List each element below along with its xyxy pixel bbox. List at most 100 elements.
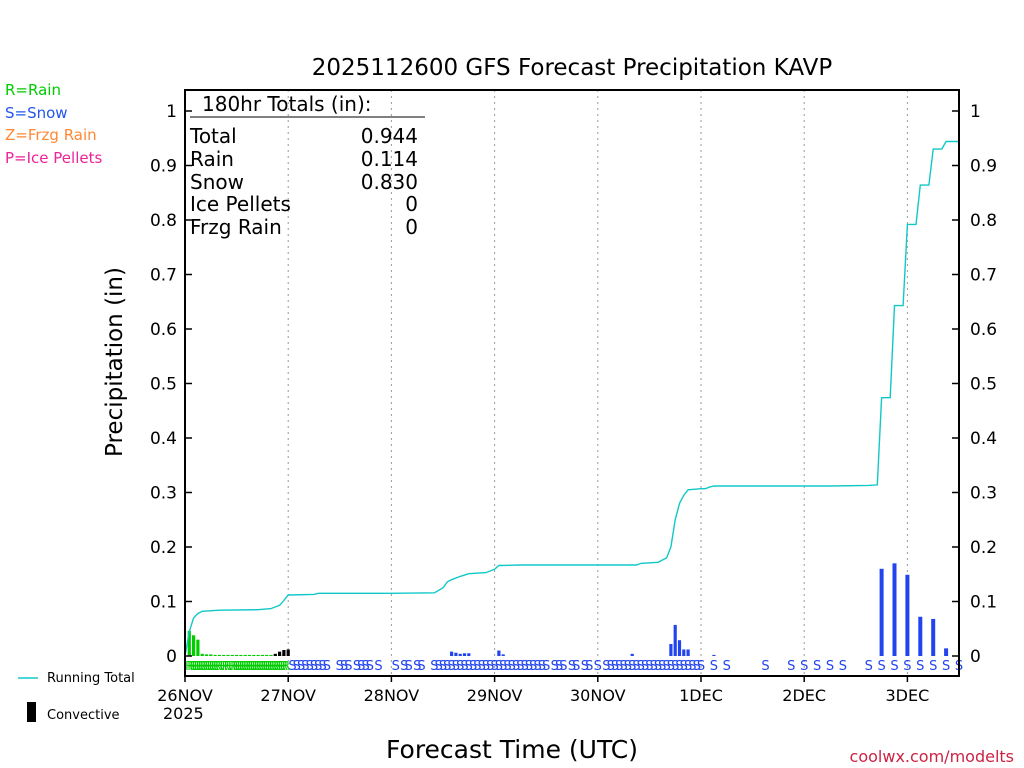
snow-marker: S [344,659,352,674]
rain-marker: R [215,659,223,673]
precip-bar [230,654,234,656]
rain-marker: R [196,659,204,673]
y-tick-label-right: 0.1 [970,593,997,613]
legend-frzg-rain: Z=Frzg Rain [5,126,97,144]
precip-bar [196,639,200,656]
snow-marker: S [667,659,675,674]
bottom-legend: Running Total Convective [18,671,135,723]
snow-marker: S [435,659,443,674]
legend-rain: R=Rain [5,81,61,99]
rain-marker: R [198,659,206,673]
snow-marker: S [512,659,520,674]
rain-marker: R [192,659,200,673]
x-tick-label: 30NOV [570,686,626,705]
snow-marker: S [615,659,623,674]
snow-marker: S [568,659,576,674]
precip-bar [200,653,204,656]
rain-marker: R [243,659,251,673]
precip-bar [918,616,923,656]
snow-marker: S [521,659,529,674]
y-tick-label-right: 1 [970,102,981,122]
totals-box: 180hr Totals (in): Total 0.944 Rain 0.11… [189,92,425,239]
y-tick-label-left: 0.8 [150,211,177,231]
snow-marker: S [306,659,314,674]
rain-marker: R [235,659,243,673]
ptype-markers: RRRRRRRRRRRRRRRRRRRRRRRRRRRRRRRRRRRRRRRR… [185,659,963,674]
legend-snow: S=Snow [5,104,68,122]
convective-legend-label: Convective [47,708,120,723]
chart-title: 2025112600 GFS Forecast Precipitation KA… [312,55,833,81]
rain-marker: R [239,659,247,673]
precip-bar [243,654,247,656]
precip-bar [497,650,501,656]
snow-marker: S [632,659,640,674]
y-tick-label-left: 0 [166,647,177,667]
snow-marker: S [671,659,679,674]
y-axis-ticks: 0 00.1 0.10.2 0.20.3 0.30.4 0.40.5 0.50.6 0.60.… [150,102,997,667]
snow-marker: S [581,659,589,674]
y-tick-label-right: 0.7 [970,266,997,286]
rain-marker: R [213,659,221,673]
precip-bar [669,644,673,656]
rain-marker: R [224,659,232,673]
x-tick-label: 27NOV [260,686,316,705]
snow-marker: S [916,659,924,674]
precip-bar [269,654,273,656]
totals-label-total: Total [189,124,237,148]
snow-marker: S [624,659,632,674]
precip-bar [458,653,462,656]
snow-marker: S [301,659,309,674]
totals-label-ice-pellets: Ice Pellets [190,192,291,216]
snow-marker: S [413,659,421,674]
precip-bar [905,574,910,656]
y-tick-label-right: 0.9 [970,157,997,177]
rain-marker: R [267,659,275,673]
precip-bar [673,624,677,656]
snow-marker: S [465,659,473,674]
snow-marker: S [826,659,834,674]
rain-marker: R [245,659,253,673]
snow-marker: S [460,659,468,674]
snow-marker: S [645,659,653,674]
snow-marker: S [607,659,615,674]
rain-marker: R [211,659,219,673]
precip-bar [235,654,239,656]
snow-marker: S [723,659,731,674]
rain-marker: R [200,659,208,673]
rain-marker: R [209,659,217,673]
rain-marker: R [220,659,228,673]
rain-marker: R [189,659,197,673]
y-tick-label-right: 0.5 [970,375,997,395]
snow-marker: S [761,659,769,674]
snow-marker: S [559,659,567,674]
totals-value-snow: 0.830 [361,170,418,194]
y-tick-label-left: 0.1 [150,593,177,613]
x-tick-label: 28NOV [364,686,420,705]
y-tick-label-left: 1 [166,102,177,122]
precipitation-bars [187,563,949,656]
snow-marker: S [903,659,911,674]
snow-marker: S [594,659,602,674]
x-tick-label: 2DEC [782,686,826,705]
snow-marker: S [800,659,808,674]
precip-bar [879,568,884,656]
snow-marker: S [628,659,636,674]
snow-marker: S [555,659,563,674]
snow-marker: S [688,659,696,674]
snow-marker: S [533,659,541,674]
rain-marker: R [263,659,271,673]
totals-label-snow: Snow [190,170,244,194]
snow-marker: S [865,659,873,674]
snow-marker: S [443,659,451,674]
snow-marker: S [641,659,649,674]
snow-marker: S [357,659,365,674]
rain-marker: R [228,659,236,673]
convective-bar [282,650,286,656]
rain-marker: R [252,659,260,673]
snow-marker: S [602,659,610,674]
snow-marker: S [503,659,511,674]
rain-marker: R [269,659,277,673]
precip-bar [247,654,252,656]
y-tick-label-left: 0.9 [150,157,177,177]
